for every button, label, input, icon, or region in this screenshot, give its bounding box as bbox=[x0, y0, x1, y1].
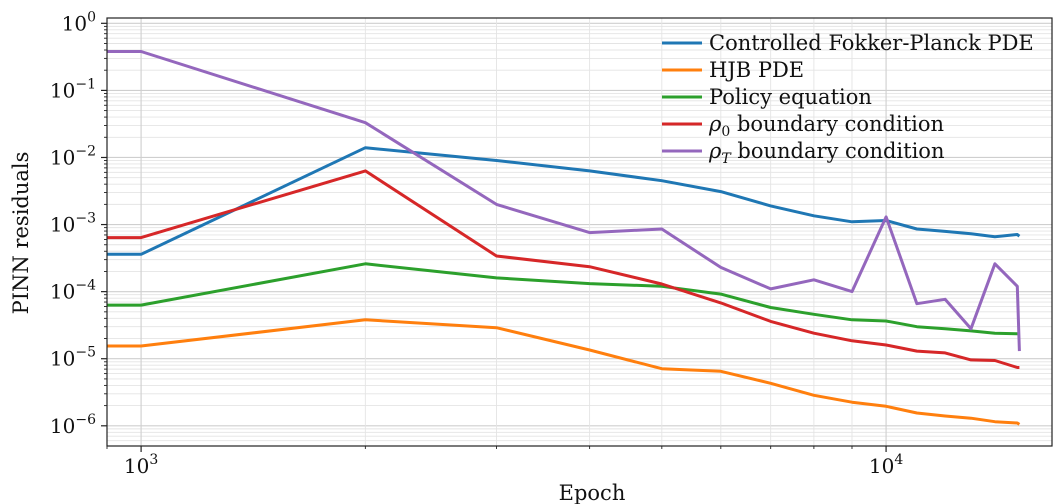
series-line-5 bbox=[107, 50, 1021, 352]
tick-layer: 100 10−1 10−2 10−3 10−4 10−5 10−6 103 104 bbox=[50, 9, 903, 478]
y-tick-label: 10−2 bbox=[50, 143, 96, 169]
x-axis-label: Epoch bbox=[559, 481, 626, 504]
grid-layer bbox=[106, 18, 1052, 447]
series-line-1 bbox=[107, 146, 1021, 256]
series-line-3 bbox=[107, 262, 1020, 336]
y-tick-label: 100 bbox=[62, 9, 96, 35]
plot-frame bbox=[106, 17, 1053, 447]
legend-label-5: ρT boundary condition bbox=[708, 139, 944, 167]
x-tick-label: 103 bbox=[124, 452, 158, 478]
y-tick-label: 10−5 bbox=[50, 345, 96, 371]
legend-label-3: Policy equation bbox=[709, 85, 872, 109]
y-tick-label: 10−6 bbox=[50, 412, 96, 438]
y-tick-label: 10−3 bbox=[50, 211, 96, 237]
y-tick-label: 10−1 bbox=[50, 76, 96, 102]
x-tick-label: 104 bbox=[869, 452, 903, 478]
legend-label-4: ρ0 boundary condition bbox=[708, 112, 944, 140]
series-line-2 bbox=[107, 318, 1021, 426]
legend-layer: Controlled Fokker-Planck PDE HJB PDE Polic… bbox=[662, 31, 1034, 167]
legend-label-1: Controlled Fokker-Planck PDE bbox=[709, 31, 1034, 55]
y-axis-label: PINN residuals bbox=[9, 152, 33, 315]
y-tick-label: 10−4 bbox=[50, 278, 96, 304]
series-line-4 bbox=[107, 169, 1020, 369]
legend-label-2: HJB PDE bbox=[709, 58, 804, 82]
series-layer bbox=[107, 50, 1021, 426]
